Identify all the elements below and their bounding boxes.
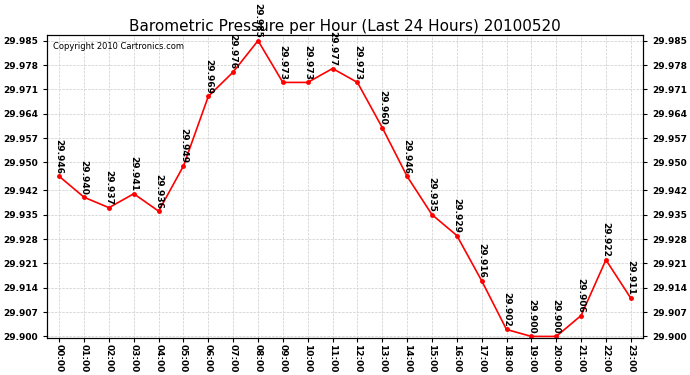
- Text: 29.900: 29.900: [552, 299, 561, 334]
- Text: 29.973: 29.973: [353, 45, 362, 80]
- Text: 29.946: 29.946: [403, 139, 412, 174]
- Text: 29.929: 29.929: [453, 198, 462, 233]
- Text: 29.900: 29.900: [527, 299, 536, 334]
- Text: 29.960: 29.960: [377, 90, 387, 125]
- Text: 29.906: 29.906: [577, 278, 586, 313]
- Title: Barometric Pressure per Hour (Last 24 Hours) 20100520: Barometric Pressure per Hour (Last 24 Ho…: [129, 19, 561, 34]
- Text: 29.911: 29.911: [627, 261, 635, 296]
- Text: 29.941: 29.941: [129, 156, 138, 191]
- Text: 29.969: 29.969: [204, 58, 213, 94]
- Text: 29.937: 29.937: [104, 170, 113, 205]
- Text: 29.902: 29.902: [502, 292, 511, 327]
- Text: 29.940: 29.940: [79, 160, 88, 195]
- Text: 29.935: 29.935: [428, 177, 437, 212]
- Text: 29.916: 29.916: [477, 243, 486, 278]
- Text: 29.973: 29.973: [278, 45, 287, 80]
- Text: 29.946: 29.946: [55, 139, 63, 174]
- Text: 29.977: 29.977: [328, 31, 337, 66]
- Text: 29.973: 29.973: [303, 45, 313, 80]
- Text: Copyright 2010 Cartronics.com: Copyright 2010 Cartronics.com: [52, 42, 184, 51]
- Text: 29.985: 29.985: [253, 3, 262, 38]
- Text: 29.922: 29.922: [602, 222, 611, 257]
- Text: 29.949: 29.949: [179, 128, 188, 163]
- Text: 29.936: 29.936: [154, 174, 163, 208]
- Text: 29.976: 29.976: [228, 34, 237, 69]
